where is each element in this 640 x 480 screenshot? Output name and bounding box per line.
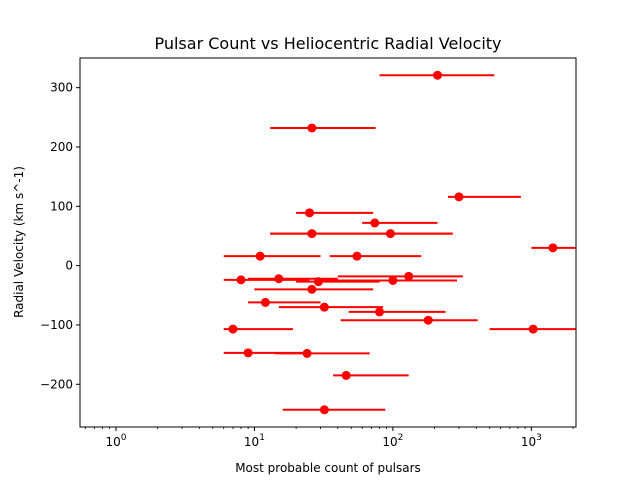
data-point (388, 275, 398, 285)
data-point (423, 315, 433, 325)
data-point (352, 251, 362, 261)
data-point (433, 70, 443, 80)
y-axis-label: Radial Velocity (km s^-1) (12, 166, 26, 318)
data-point (255, 251, 265, 261)
x-tick-label: 103 (521, 433, 542, 449)
plot-frame (79, 57, 577, 428)
data-point (404, 271, 414, 281)
data-point (236, 275, 246, 285)
x-tick-label: 102 (382, 433, 403, 449)
data-point (454, 192, 464, 202)
data-point (307, 123, 317, 133)
data-point (319, 302, 329, 312)
y-axis-ticks: −200 −100 0 100 200 300 (40, 81, 80, 391)
data-point (374, 307, 384, 317)
data-point (341, 370, 351, 380)
data-point (548, 243, 558, 253)
y-tick-label: 100 (50, 199, 73, 213)
data-point (305, 208, 315, 218)
data-point (370, 218, 380, 228)
y-tick-label: 200 (50, 140, 73, 154)
data-point (528, 324, 538, 334)
y-tick-label: 0 (65, 259, 73, 273)
x-axis-ticks: 100 101 102 103 (84, 427, 574, 449)
data-point (228, 324, 238, 334)
data-point (307, 284, 317, 294)
data-point (313, 277, 323, 287)
x-axis-label: Most probable count of pulsars (235, 461, 421, 475)
data-point (260, 297, 270, 307)
data-point (243, 348, 253, 358)
x-tick-label: 100 (105, 433, 126, 449)
y-tick-label: −200 (40, 377, 73, 391)
y-tick-label: 300 (50, 81, 73, 95)
x-tick-label: 101 (244, 433, 265, 449)
data-point (385, 229, 395, 239)
data-point (319, 405, 329, 415)
data-point (302, 348, 312, 358)
data-point (274, 274, 284, 284)
plot-marks (223, 70, 576, 415)
chart-title: Pulsar Count vs Heliocentric Radial Velo… (154, 34, 501, 53)
y-tick-label: −100 (40, 318, 73, 332)
